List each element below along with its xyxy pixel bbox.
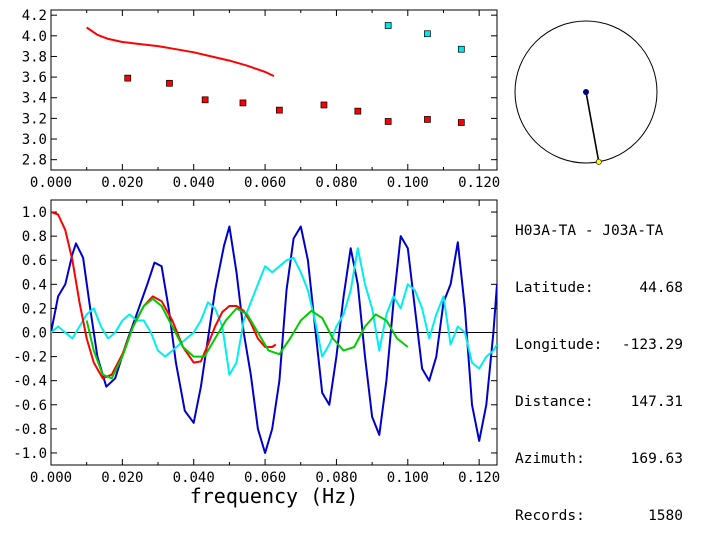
latitude-label: Latitude: bbox=[515, 280, 594, 296]
top-x-tick-label: 0.120 bbox=[458, 175, 500, 191]
top-x-tick-label: 0.100 bbox=[387, 175, 429, 191]
top-series-0-line bbox=[86, 26, 275, 78]
bottom-series-3-line bbox=[85, 297, 409, 380]
bottom-y-tick-label: 0.0 bbox=[22, 326, 47, 342]
station-dot bbox=[583, 89, 589, 95]
top-series-1-point bbox=[424, 116, 431, 123]
longitude-label: Longitude: bbox=[515, 337, 603, 353]
bottom-y-tick-label: -0.6 bbox=[13, 398, 47, 414]
top-x-tick-label: 0.080 bbox=[315, 175, 357, 191]
records-label: Records: bbox=[515, 508, 585, 524]
top-series-1-point bbox=[166, 79, 173, 87]
bottom-chart: 0.000 0.020 0.040 0.060 0.080 0.100 0.120 1.0 0.… bbox=[13, 199, 500, 508]
bottom-x-axis-label: frequency (Hz) bbox=[190, 484, 359, 508]
top-series-1-point bbox=[384, 118, 392, 125]
bottom-x-tick-label: 0.020 bbox=[101, 470, 143, 486]
globe-circle bbox=[514, 20, 658, 164]
longitude-value: -123.29 bbox=[621, 337, 683, 353]
info-row-latitude: Latitude: 44.68 bbox=[515, 279, 683, 298]
info-row-distance: Distance: 147.31 bbox=[515, 393, 683, 412]
top-x-tick-label: 0.000 bbox=[30, 175, 72, 191]
top-y-tick-label: 4.2 bbox=[22, 8, 47, 24]
top-series-1-point bbox=[354, 107, 362, 115]
bottom-y-tick-label: -0.8 bbox=[13, 422, 47, 438]
target-dot bbox=[595, 158, 602, 165]
top-x-tick-label: 0.020 bbox=[101, 175, 143, 191]
distance-label: Distance: bbox=[515, 394, 594, 410]
bottom-x-tick-label: 0.080 bbox=[315, 470, 357, 486]
bottom-x-tick-label: 0.060 bbox=[244, 470, 286, 486]
top-chart: 0.000 0.020 0.040 0.060 0.080 0.100 0.120 4.2 4.… bbox=[22, 8, 501, 191]
latitude-value: 44.68 bbox=[639, 280, 683, 296]
top-series-2-point bbox=[457, 45, 465, 53]
top-series-2-point bbox=[424, 30, 431, 38]
top-y-tick-label: 3.0 bbox=[22, 132, 47, 148]
azimuth-value: 169.63 bbox=[630, 451, 683, 467]
top-y-tick-label: 3.8 bbox=[22, 49, 47, 65]
bottom-y-tick-label: 0.4 bbox=[22, 277, 47, 293]
top-y-tick-label: 4.0 bbox=[22, 29, 47, 45]
info-title: H03A-TA - J03A-TA bbox=[515, 222, 683, 241]
chart-figure: 0.000 0.020 0.040 0.060 0.080 0.100 0.120 4.2 4.… bbox=[13, 8, 658, 508]
info-row-azimuth: Azimuth: 169.63 bbox=[515, 450, 683, 469]
top-y-tick-label: 3.6 bbox=[22, 70, 47, 86]
bottom-y-tick-label: 0.8 bbox=[22, 229, 47, 245]
top-series-1-point bbox=[320, 101, 328, 109]
azimuth-label: Azimuth: bbox=[515, 451, 585, 467]
top-series-2-point bbox=[384, 22, 392, 29]
bottom-y-tick-label: -0.4 bbox=[13, 374, 47, 390]
bottom-x-tick-label: 0.100 bbox=[387, 470, 429, 486]
azimuth-line bbox=[585, 91, 600, 162]
bottom-y-tick-label: 0.6 bbox=[22, 253, 47, 269]
top-x-tick-label: 0.040 bbox=[173, 175, 215, 191]
bottom-series-1-line bbox=[51, 247, 497, 376]
top-series-1-point bbox=[276, 106, 283, 114]
distance-value: 147.31 bbox=[630, 394, 683, 410]
info-row-longitude: Longitude: -123.29 bbox=[515, 336, 683, 355]
station-globe bbox=[514, 20, 658, 165]
bottom-y-tick-label: 0.2 bbox=[22, 301, 47, 317]
bottom-y-tick-label: -0.2 bbox=[13, 350, 47, 366]
top-plot-frame bbox=[50, 9, 498, 171]
top-y-tick-label: 3.4 bbox=[22, 91, 47, 107]
bottom-x-tick-label: 0.120 bbox=[458, 470, 500, 486]
top-series-1-point bbox=[201, 96, 209, 104]
bottom-x-tick-label: 0.000 bbox=[30, 470, 72, 486]
bottom-series-0-line bbox=[51, 225, 497, 454]
top-series-1-point bbox=[239, 99, 247, 107]
top-y-tick-label: 3.2 bbox=[22, 111, 47, 127]
top-series-1-point bbox=[457, 119, 465, 126]
pair-title: H03A-TA - J03A-TA bbox=[515, 223, 664, 239]
info-row-records: Records: 1580 bbox=[515, 507, 683, 526]
top-y-tick-label: 2.8 bbox=[22, 153, 47, 169]
bottom-y-tick-label: 1.0 bbox=[22, 205, 47, 221]
top-x-tick-label: 0.060 bbox=[244, 175, 286, 191]
bottom-y-tick-label: -1.0 bbox=[13, 446, 47, 462]
bottom-series-2-line bbox=[51, 211, 277, 380]
bottom-x-tick-label: 0.040 bbox=[173, 470, 215, 486]
top-series-1-point bbox=[124, 74, 132, 82]
records-value: 1580 bbox=[648, 508, 683, 524]
station-info-panel: H03A-TA - J03A-TA Latitude: 44.68 Longitu… bbox=[515, 184, 683, 545]
